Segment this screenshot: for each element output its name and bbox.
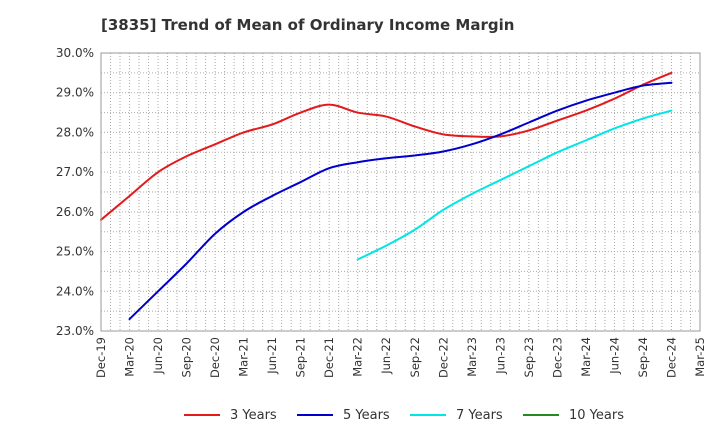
series-line-7-years <box>356 109 673 261</box>
legend-swatch <box>410 414 446 416</box>
x-tick-label: Mar-20 <box>123 337 137 377</box>
x-tick-label: Dec-24 <box>664 337 678 378</box>
plot-frame <box>100 52 701 332</box>
x-tick-label: Jun-22 <box>379 337 393 375</box>
x-tick-label: Mar-25 <box>693 337 707 377</box>
y-tick-label: 23.0% <box>56 324 94 338</box>
y-axis-ticks: 23.0% 24.0% 25.0% 26.0% 27.0% 28.0% 29.0% 30.0% <box>56 46 94 338</box>
x-tick-label: Dec-20 <box>208 337 222 378</box>
x-tick-label: Jun-21 <box>265 337 279 375</box>
y-tick-label: 24.0% <box>56 284 94 298</box>
y-tick-label: 26.0% <box>56 205 94 219</box>
legend-swatch <box>297 414 333 416</box>
legend-swatch <box>523 414 559 416</box>
series-line-5-years <box>128 81 673 321</box>
legend-item: 10 Years <box>523 404 624 426</box>
legend-label: 3 Years <box>230 407 277 423</box>
y-tick-label: 28.0% <box>56 125 94 139</box>
x-tick-label: Dec-19 <box>94 337 108 378</box>
x-tick-label: Jun-20 <box>151 337 165 375</box>
x-tick-label: Dec-21 <box>322 337 336 378</box>
chart-title: [3835] Trend of Mean of Ordinary Income … <box>101 16 515 34</box>
x-tick-label: Mar-22 <box>351 337 365 377</box>
x-tick-label: Sep-24 <box>636 337 650 377</box>
x-tick-label: Dec-22 <box>436 337 450 378</box>
legend-item: 5 Years <box>297 404 390 426</box>
x-tick-label: Jun-23 <box>493 337 507 375</box>
x-tick-label: Sep-21 <box>294 337 308 377</box>
x-axis-ticks: Dec-19 Mar-20 Jun-20 Sep-20 Dec-20 Mar-21 Jun-… <box>94 337 707 378</box>
x-tick-label: Mar-23 <box>465 337 479 377</box>
x-tick-label: Sep-23 <box>522 337 536 377</box>
x-tick-label: Dec-23 <box>550 337 564 378</box>
x-tick-label: Sep-20 <box>180 337 194 377</box>
y-tick-label: 29.0% <box>56 86 94 100</box>
legend-label: 5 Years <box>343 407 390 423</box>
legend-label: 7 Years <box>456 407 503 423</box>
x-tick-label: Mar-21 <box>237 337 251 377</box>
x-tick-label: Sep-22 <box>408 337 422 377</box>
legend-item: 7 Years <box>410 404 503 426</box>
series-line-3-years <box>100 71 673 221</box>
series-lines <box>100 71 673 321</box>
y-tick-label: 25.0% <box>56 245 94 259</box>
legend: 3 Years 5 Years 7 Years 10 Years <box>0 404 720 426</box>
x-tick-label: Mar-24 <box>579 337 593 377</box>
legend-label: 10 Years <box>569 407 624 423</box>
y-tick-label: 30.0% <box>56 46 94 60</box>
y-tick-label: 27.0% <box>56 165 94 179</box>
legend-swatch <box>184 414 220 416</box>
legend-item: 3 Years <box>184 404 277 426</box>
x-tick-label: Jun-24 <box>607 337 621 375</box>
